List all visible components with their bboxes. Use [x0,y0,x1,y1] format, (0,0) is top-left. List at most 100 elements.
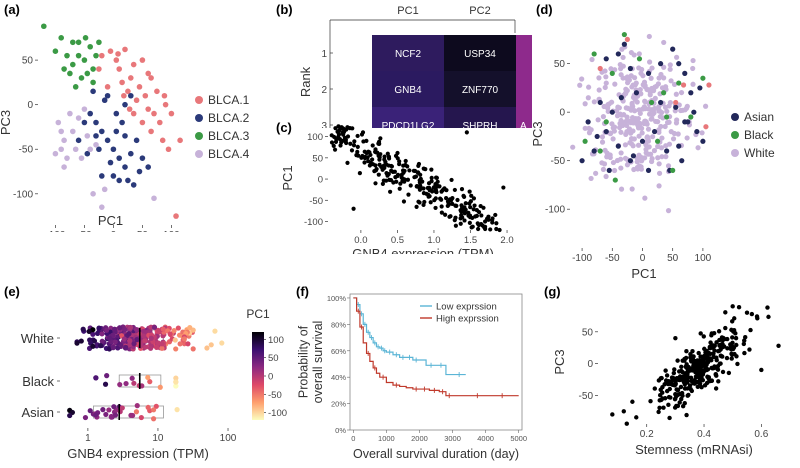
data-point-white [644,86,650,93]
data-point [67,412,73,419]
data-point-blca-4 [61,137,67,144]
colorbar-tick-label: 100 [268,335,284,346]
data-point [333,139,339,145]
data-point-asian [691,109,697,115]
data-point [401,163,406,168]
y-tick-label: 0 [318,175,323,186]
data-point-white [630,117,636,123]
x-tick-label: 100 [695,253,712,264]
heatmap-cell [372,107,444,128]
data-point-black [670,167,676,173]
data-point [337,137,343,142]
y-tick-label: 100% [327,294,347,303]
data-point [682,356,687,362]
data-point-blca-2 [116,177,122,184]
data-point-white [684,135,690,141]
data-point [669,375,675,380]
data-point-white [600,114,607,120]
data-point-white [629,84,635,90]
data-point-blca-4 [101,186,108,193]
data-point-white [636,51,642,57]
x-axis-title: PC1 [631,266,656,281]
data-point [117,409,123,415]
data-point-blca-2 [119,119,125,126]
data-point-white [657,113,663,120]
x-axis-title: Stemness (mRNAsi) [635,442,753,457]
data-point-asian [651,128,658,135]
survival-curve-low [353,297,466,376]
data-point-blca-4 [81,106,88,112]
data-point [382,154,387,159]
data-point [133,326,140,333]
data-point-blca-2 [130,182,137,188]
data-point [422,199,427,205]
data-point-asian [676,143,682,149]
data-point-white [600,166,607,172]
data-point-blca-2 [93,133,99,139]
data-point-white [618,66,624,72]
data-point [720,369,726,375]
data-point-white [659,109,665,116]
data-point-blca-1 [125,88,131,95]
data-point [360,130,366,135]
data-point-white [648,75,654,81]
data-point [442,186,447,191]
data-point [177,341,183,347]
data-point [736,305,742,310]
data-point [417,178,422,183]
data-point [95,330,101,337]
data-point-white [629,102,635,108]
data-point [359,155,364,160]
data-point-white [678,89,685,96]
data-point [414,204,419,210]
data-point [373,168,379,173]
data-point [705,367,711,372]
data-point [488,227,493,232]
data-point-blca-2 [107,159,114,166]
data-point [171,328,177,334]
legend-label: Asian [744,110,774,124]
data-point-white [675,131,681,137]
data-point-asian [618,95,624,101]
data-point [90,343,96,349]
data-point-asian [591,148,597,154]
data-point [664,373,670,378]
x-axis-title: GNB4 expression (TPM) [67,446,209,461]
x-tick-label: 0 [351,434,355,443]
data-point [208,342,214,348]
data-point-blca-2 [133,137,140,144]
data-point [494,226,499,232]
data-point-black [664,114,670,120]
data-point [461,193,466,198]
data-point [490,218,495,223]
data-point [389,168,394,173]
data-point [472,203,477,208]
x-tick-label: -100 [572,253,592,264]
data-point-white [702,103,709,109]
data-point-white [671,81,678,88]
data-point [354,153,359,158]
data-point [610,412,615,417]
data-point-blca-3 [58,35,64,41]
data-point [187,324,193,331]
data-point [699,367,704,373]
data-point-white [618,150,624,156]
data-point-white [588,175,594,182]
x-axis-title: GNB4 expression (TPM) [352,246,494,254]
y-tick-label: -100 [545,205,565,216]
data-point [732,316,737,321]
data-point [127,338,133,344]
data-point-white [599,160,605,166]
data-point-white [649,155,655,162]
data-point-white [690,57,696,64]
data-point [377,157,382,162]
x-tick-label: 0 [111,230,117,232]
data-point-blca-1 [154,88,160,95]
panel-c-gnb4-vs-pc1: (c) 0.0 0.5 1.0 1.5 2.0 -100 -50 0 50 100 GNB4 expr… [276,120,514,254]
data-point-white [642,82,648,89]
data-point-white [635,142,642,148]
data-point [355,149,360,154]
data-point-asian [627,158,634,164]
data-point-white [646,111,653,117]
data-point [103,327,110,333]
